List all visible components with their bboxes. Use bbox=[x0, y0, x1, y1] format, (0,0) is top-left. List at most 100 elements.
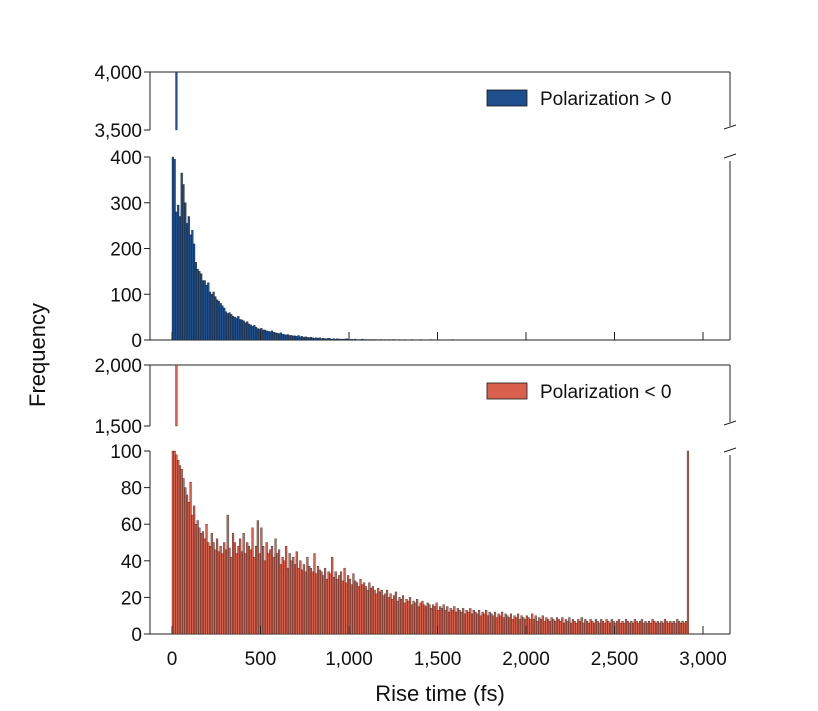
histogram-bar bbox=[380, 589, 383, 635]
histogram-bar bbox=[642, 622, 645, 635]
histogram-bar bbox=[470, 613, 474, 635]
histogram-bar bbox=[440, 608, 443, 635]
histogram-bar bbox=[232, 316, 235, 341]
histogram-bar bbox=[223, 307, 226, 341]
histogram-bar bbox=[230, 556, 233, 635]
histogram-bar bbox=[472, 610, 475, 635]
histogram-bar bbox=[552, 619, 555, 635]
histogram-bar bbox=[394, 591, 397, 635]
y-tick-label: 40 bbox=[121, 552, 142, 573]
histogram-bar bbox=[465, 610, 468, 635]
histogram-bar bbox=[304, 571, 307, 635]
y-tick-label: 300 bbox=[110, 194, 142, 215]
histogram-bar bbox=[582, 622, 585, 635]
histogram-bar bbox=[200, 273, 203, 341]
histogram-bar bbox=[203, 538, 206, 635]
histogram-bar bbox=[396, 600, 399, 635]
histogram-bar bbox=[329, 338, 332, 341]
histogram-bar bbox=[409, 597, 412, 635]
histogram-bar bbox=[635, 621, 638, 635]
histogram-bar bbox=[311, 571, 314, 635]
histogram-bar bbox=[240, 551, 243, 635]
histogram-bar bbox=[493, 611, 497, 635]
histogram-bar bbox=[283, 560, 286, 635]
histogram-bar bbox=[575, 622, 578, 635]
histogram-peak-bar bbox=[175, 364, 178, 427]
histogram-bar bbox=[263, 560, 266, 635]
histogram-bar bbox=[439, 606, 442, 635]
histogram-bar bbox=[308, 337, 311, 341]
x-tick-label: 2,500 bbox=[591, 649, 639, 670]
y-tick-label: 0 bbox=[131, 625, 142, 646]
histogram-bar bbox=[371, 586, 374, 635]
histogram-bar bbox=[331, 338, 334, 341]
histogram-bar bbox=[421, 600, 424, 635]
y-tick-label: 4,000 bbox=[94, 63, 142, 84]
histogram-bar bbox=[361, 584, 364, 635]
histogram-bar bbox=[550, 617, 553, 635]
histogram-bar bbox=[205, 284, 208, 341]
histogram-bar bbox=[315, 337, 318, 341]
histogram-bar bbox=[205, 524, 208, 635]
histogram-bar bbox=[366, 589, 369, 635]
histogram-bar bbox=[649, 622, 652, 635]
histogram-bar bbox=[198, 527, 201, 635]
histogram-bar bbox=[501, 611, 504, 635]
histogram-bar bbox=[293, 564, 297, 635]
histogram-bar bbox=[538, 617, 541, 635]
histogram-bar bbox=[403, 602, 406, 635]
histogram-bar bbox=[686, 450, 690, 635]
histogram-bar bbox=[495, 617, 498, 635]
histogram-bar bbox=[278, 549, 281, 635]
histogram-bar bbox=[343, 567, 346, 635]
histogram-bar bbox=[223, 542, 226, 635]
x-tick-label: 1,000 bbox=[325, 649, 373, 670]
histogram-bar bbox=[283, 334, 286, 341]
histogram-bar bbox=[518, 619, 521, 635]
histogram-bar bbox=[488, 611, 491, 635]
histogram-bar bbox=[492, 615, 495, 635]
histogram-bar bbox=[267, 331, 270, 341]
histogram-bar bbox=[187, 216, 190, 341]
histogram-bar bbox=[272, 556, 275, 635]
histogram-bar bbox=[348, 578, 351, 635]
histogram-bar bbox=[244, 322, 247, 341]
histogram-bar bbox=[230, 314, 233, 341]
histogram-bar bbox=[256, 520, 259, 635]
y-tick-label: 100 bbox=[110, 442, 142, 463]
histogram-bar bbox=[532, 619, 536, 635]
histogram-bar bbox=[207, 542, 210, 635]
histogram-bar bbox=[681, 621, 684, 635]
histogram-bar bbox=[304, 336, 307, 341]
histogram-bar bbox=[447, 611, 451, 635]
y-tick-label: 400 bbox=[110, 148, 142, 169]
histogram-bar bbox=[201, 280, 205, 341]
histogram-bar bbox=[419, 602, 422, 635]
histogram-bar bbox=[364, 586, 367, 635]
histogram-bar bbox=[313, 553, 316, 635]
histogram-bar bbox=[513, 615, 516, 635]
histogram-bar bbox=[685, 621, 688, 635]
histogram-bar bbox=[362, 582, 366, 635]
histogram-bar bbox=[246, 542, 249, 635]
x-axis-title: Rise time (fs) bbox=[375, 681, 505, 706]
histogram-bar bbox=[354, 580, 357, 635]
histogram-bar bbox=[324, 567, 327, 635]
histogram-bar bbox=[516, 613, 520, 635]
legend-label: Polarization > 0 bbox=[540, 89, 672, 110]
histogram-bar bbox=[548, 621, 551, 635]
histogram-bar bbox=[322, 575, 325, 635]
histogram-bar bbox=[265, 542, 268, 635]
histogram-bar bbox=[442, 604, 445, 635]
legend-label: Polarization < 0 bbox=[540, 382, 672, 403]
axis-break-mark bbox=[723, 124, 737, 130]
histogram-bar bbox=[269, 331, 272, 341]
histogram-bar bbox=[623, 622, 626, 635]
histogram-bar bbox=[499, 615, 502, 635]
x-axis: 0 500 1,000 1,500 2,000 2,500 3,000 bbox=[167, 332, 727, 670]
histogram-bar bbox=[515, 617, 518, 635]
histogram-bar bbox=[331, 556, 334, 635]
histogram-bar bbox=[235, 317, 238, 341]
histogram-bar bbox=[559, 621, 562, 635]
histogram-bar bbox=[655, 622, 658, 635]
